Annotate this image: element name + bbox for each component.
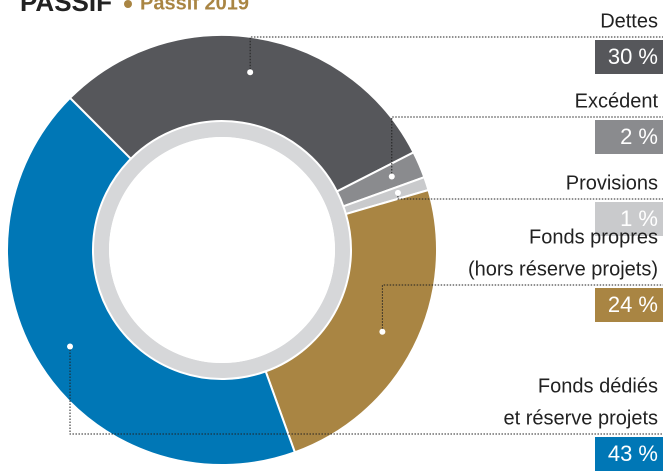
inner-ring: [93, 121, 351, 379]
leader-line: [381, 284, 663, 332]
legend-label: Dettes: [600, 10, 658, 32]
value-box: [595, 120, 663, 154]
donut-slice: [68, 34, 415, 193]
value-box: [595, 437, 663, 471]
legend-label: Fonds propres: [529, 226, 658, 248]
leader-dot: [247, 69, 254, 76]
donut-slice: [6, 96, 297, 466]
chart-subtitle: Passif 2019: [140, 0, 249, 14]
donut-slice: [264, 188, 438, 454]
value-label: 30 %: [608, 44, 658, 69]
leader-line: [391, 116, 663, 177]
value-box: [595, 288, 663, 322]
value-box: [595, 202, 663, 236]
legend-label: et réserve projets: [503, 407, 658, 429]
title-separator: [124, 0, 132, 8]
leader-dot: [379, 328, 386, 335]
legend-label: (hors réserve projets): [468, 258, 658, 280]
value-label: 1 %: [620, 206, 658, 231]
legend-label: Provisions: [566, 172, 658, 194]
value-label: 24 %: [608, 292, 658, 317]
leader-line: [397, 192, 663, 200]
legend-label: Excédent: [575, 90, 659, 112]
leader-dot: [67, 343, 74, 350]
leader-dot: [388, 173, 395, 180]
leader-line: [249, 36, 663, 73]
value-box: [595, 40, 663, 74]
donut-hole: [109, 137, 335, 363]
leader-dot: [394, 189, 401, 196]
leader-line: [69, 346, 663, 435]
legend-label: Fonds dédiés: [538, 375, 658, 397]
value-label: 43 %: [608, 441, 658, 466]
chart-title: PASSIF: [20, 0, 112, 17]
value-label: 2 %: [620, 124, 658, 149]
